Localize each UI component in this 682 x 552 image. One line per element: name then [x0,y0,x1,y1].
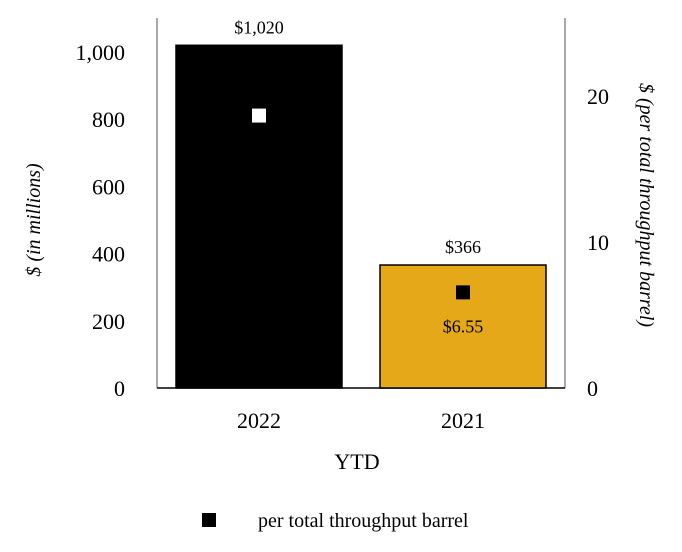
x-tick-label: 2022 [237,408,281,433]
y-tick-label: 400 [92,242,125,267]
y2-tick-label: 10 [587,230,609,255]
legend: per total throughput barrel [202,510,469,532]
legend-marker [202,513,216,527]
y-tick-label: 600 [92,174,125,199]
per-barrel-marker [252,108,266,123]
y-tick-label: 800 [92,107,125,132]
y-tick-label: 200 [92,309,125,334]
y2-axis-title: $ (per total throughput barrel) [635,83,657,327]
y2-tick-label: 0 [587,376,598,401]
y-axis-title: $ (in millions) [23,163,45,277]
per-barrel-value-label: $18.66 [234,140,284,160]
legend-label: per total throughput barrel [258,510,469,532]
per-barrel-marker [456,285,470,300]
y2-tick-label: 20 [587,84,609,109]
x-tick-label: 2021 [441,408,485,433]
bar-2022 [175,44,343,389]
per-barrel-value-label: $6.55 [443,316,484,336]
y-tick-label: 1,000 [76,40,126,65]
x-axis-title: YTD [334,449,379,474]
plot-area: 0 200 400 600 800 1,000 0 10 20 $1,020 2022 $18.66 $… [76,17,610,433]
y-tick-label: 0 [114,376,125,401]
bar-value-label: $1,020 [234,17,284,37]
bar-value-label: $366 [445,237,481,257]
